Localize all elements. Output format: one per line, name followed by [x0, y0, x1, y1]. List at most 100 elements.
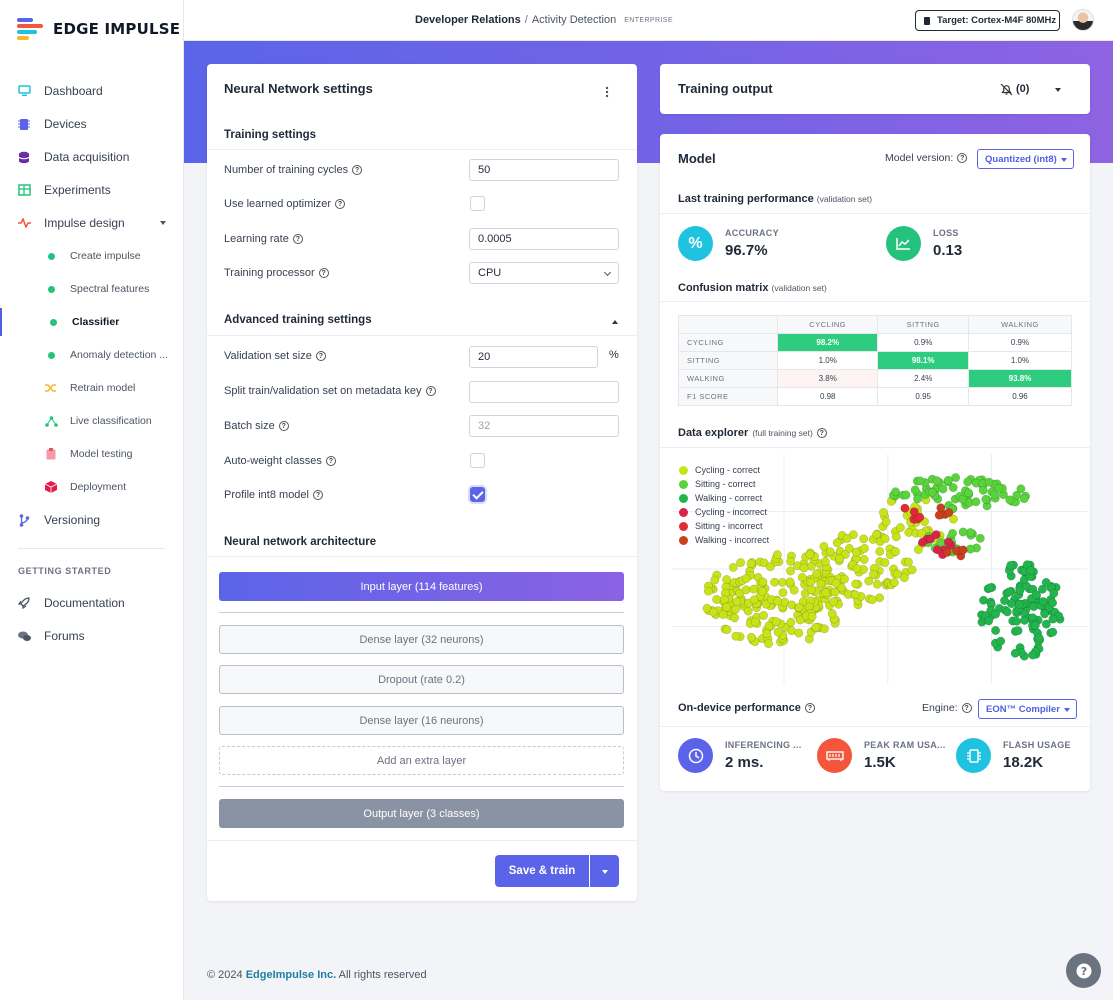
scatter-point — [895, 523, 905, 533]
scatter-point — [1030, 620, 1040, 630]
scatter-point — [1013, 626, 1023, 636]
scatter-point — [1034, 633, 1044, 643]
dense-layer-32[interactable]: Dense layer (32 neurons) — [219, 625, 624, 654]
engine-select[interactable]: EON™ Compiler — [978, 699, 1077, 719]
training-output-card[interactable]: Training output (0) — [660, 64, 1090, 114]
training-processor-select[interactable]: CPU — [469, 262, 619, 284]
divider — [207, 840, 637, 841]
card-title: Training output — [678, 81, 773, 96]
help-icon[interactable]: ? — [313, 490, 323, 500]
breadcrumb-project[interactable]: Developer Relations — [415, 14, 521, 26]
scatter-point — [943, 475, 953, 485]
profile-int8-checkbox[interactable] — [470, 487, 485, 502]
divider — [207, 149, 637, 150]
chevron-down-icon[interactable] — [1055, 88, 1061, 92]
validation-size-input[interactable]: 20 — [469, 346, 598, 368]
scatter-point — [770, 577, 780, 587]
table-row: SITTING 1.0% 98.1% 1.0% — [678, 351, 1073, 370]
scatter-point — [975, 533, 985, 543]
sidebar-item-impulse-design[interactable]: Impulse design — [0, 209, 183, 237]
sidebar-item-deployment[interactable]: Deployment — [0, 473, 183, 501]
sidebar-item-model-testing[interactable]: Model testing — [0, 440, 183, 468]
divider — [660, 726, 1090, 727]
help-icon[interactable]: ? — [292, 234, 303, 244]
sidebar-item-label: Create impulse — [70, 250, 141, 262]
split-metadata-input[interactable] — [469, 381, 619, 403]
output-layer[interactable]: Output layer (3 classes) — [219, 799, 624, 828]
auto-weight-checkbox[interactable] — [470, 453, 485, 468]
sidebar-item-label: Data acquisition — [44, 150, 130, 164]
sidebar-item-spectral-features[interactable]: Spectral features — [0, 275, 183, 303]
learned-optimizer-checkbox[interactable] — [470, 196, 485, 211]
sidebar: EDGE IMPULSE Dashboard Devices Data acqu… — [0, 0, 184, 1000]
add-layer-button[interactable]: Add an extra layer — [219, 746, 624, 775]
shuffle-icon — [44, 381, 58, 395]
row-header: CYCLING — [678, 333, 778, 352]
scatter-point — [918, 537, 927, 547]
svg-text:?: ? — [1080, 965, 1086, 978]
scatter-point — [1012, 616, 1022, 626]
dropout-layer[interactable]: Dropout (rate 0.2) — [219, 665, 624, 694]
sidebar-item-label: Versioning — [44, 513, 101, 527]
footer: © 2024 EdgeImpulse Inc. All rights reser… — [207, 969, 427, 981]
sidebar-item-devices[interactable]: Devices — [0, 110, 183, 138]
bell-off-icon[interactable] — [1000, 83, 1013, 99]
sidebar-item-forums[interactable]: Forums — [0, 622, 183, 650]
model-version-select[interactable]: Quantized (int8) — [977, 149, 1074, 169]
sidebar-item-anomaly-detection[interactable]: Anomaly detection ... — [0, 341, 183, 369]
sidebar-item-versioning[interactable]: Versioning — [0, 506, 183, 534]
training-cycles-input[interactable]: 50 — [469, 159, 619, 181]
sidebar-item-dashboard[interactable]: Dashboard — [0, 77, 183, 105]
scatter-point — [765, 562, 775, 572]
scatter-point — [741, 573, 751, 583]
pulse-icon — [17, 216, 31, 230]
help-icon[interactable]: ? — [957, 153, 968, 163]
sidebar-item-classifier[interactable]: Classifier — [0, 308, 183, 336]
chevron-up-icon[interactable] — [612, 320, 618, 324]
sidebar-item-experiments[interactable]: Experiments — [0, 176, 183, 204]
scatter-point — [762, 629, 772, 639]
footer-company-link[interactable]: EdgeImpulse Inc. — [245, 969, 337, 981]
help-button[interactable]: ? — [1066, 953, 1101, 988]
help-icon[interactable]: ? — [425, 386, 436, 396]
scatter-point — [981, 494, 991, 504]
sidebar-item-documentation[interactable]: Documentation — [0, 589, 183, 617]
data-explorer-plot[interactable] — [672, 454, 1087, 684]
scatter-point — [948, 514, 958, 524]
save-train-button[interactable]: Save & train — [495, 855, 589, 887]
legend-dot-icon — [679, 465, 688, 475]
sidebar-item-retrain-model[interactable]: Retrain model — [0, 374, 183, 402]
help-icon[interactable]: ? — [804, 703, 815, 713]
sidebar-item-live-classification[interactable]: Live classification — [0, 407, 183, 435]
help-icon[interactable]: ? — [278, 421, 289, 431]
logo[interactable]: EDGE IMPULSE — [17, 18, 180, 40]
save-options-dropdown[interactable] — [590, 855, 619, 887]
sidebar-item-data-acquisition[interactable]: Data acquisition — [0, 143, 183, 171]
help-icon[interactable]: ? — [318, 268, 329, 278]
question-icon: ? — [1076, 963, 1091, 978]
scatter-point — [990, 489, 1000, 499]
table-cell: 1.0% — [776, 351, 879, 370]
scatter-point — [728, 562, 738, 572]
avatar[interactable] — [1072, 9, 1094, 31]
help-icon[interactable]: ? — [325, 456, 336, 466]
scatter-point — [985, 583, 995, 593]
help-icon[interactable]: ? — [335, 199, 345, 209]
dense-layer-16[interactable]: Dense layer (16 neurons) — [219, 706, 624, 735]
scatter-point — [806, 561, 816, 571]
table-row: CYCLING 98.2% 0.9% 0.9% — [678, 333, 1073, 352]
cube-icon — [44, 480, 58, 494]
help-icon[interactable]: ? — [352, 165, 363, 175]
sidebar-item-create-impulse[interactable]: Create impulse — [0, 242, 183, 270]
learning-rate-input[interactable]: 0.0005 — [469, 228, 619, 250]
scatter-point — [807, 612, 817, 622]
more-options-icon[interactable] — [605, 86, 609, 98]
input-layer[interactable]: Input layer (114 features) — [219, 572, 624, 601]
target-device-button[interactable]: Target: Cortex-M4F 80MHz — [915, 10, 1060, 31]
help-icon[interactable]: ? — [816, 428, 827, 438]
scatter-point — [832, 538, 842, 548]
batch-size-input[interactable]: 32 — [469, 415, 619, 437]
help-icon[interactable]: ? — [961, 703, 972, 713]
scatter-point — [1002, 607, 1012, 617]
help-icon[interactable]: ? — [315, 351, 326, 361]
